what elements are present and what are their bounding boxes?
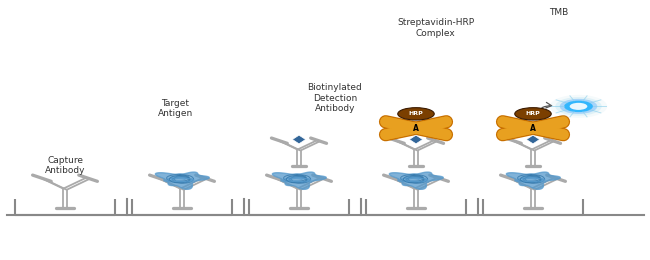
- Polygon shape: [506, 172, 560, 189]
- Circle shape: [560, 99, 597, 114]
- Polygon shape: [292, 135, 306, 144]
- Polygon shape: [526, 135, 539, 144]
- Text: HRP: HRP: [409, 111, 423, 116]
- Circle shape: [564, 101, 593, 112]
- Text: Biotinylated
Detection
Antibody: Biotinylated Detection Antibody: [307, 83, 362, 113]
- Polygon shape: [272, 172, 326, 189]
- Text: TMB: TMB: [549, 8, 569, 17]
- Polygon shape: [389, 172, 443, 189]
- Text: Streptavidin-HRP
Complex: Streptavidin-HRP Complex: [397, 18, 474, 38]
- Text: A: A: [413, 124, 419, 133]
- Ellipse shape: [515, 108, 551, 120]
- Circle shape: [569, 103, 588, 110]
- Text: Capture
Antibody: Capture Antibody: [45, 156, 85, 176]
- Circle shape: [555, 97, 602, 116]
- Text: Target
Antigen: Target Antigen: [158, 99, 193, 118]
- Polygon shape: [155, 172, 209, 189]
- Ellipse shape: [398, 108, 434, 120]
- Text: HRP: HRP: [526, 111, 540, 116]
- Polygon shape: [410, 135, 422, 144]
- Circle shape: [550, 95, 607, 118]
- Text: A: A: [530, 124, 536, 133]
